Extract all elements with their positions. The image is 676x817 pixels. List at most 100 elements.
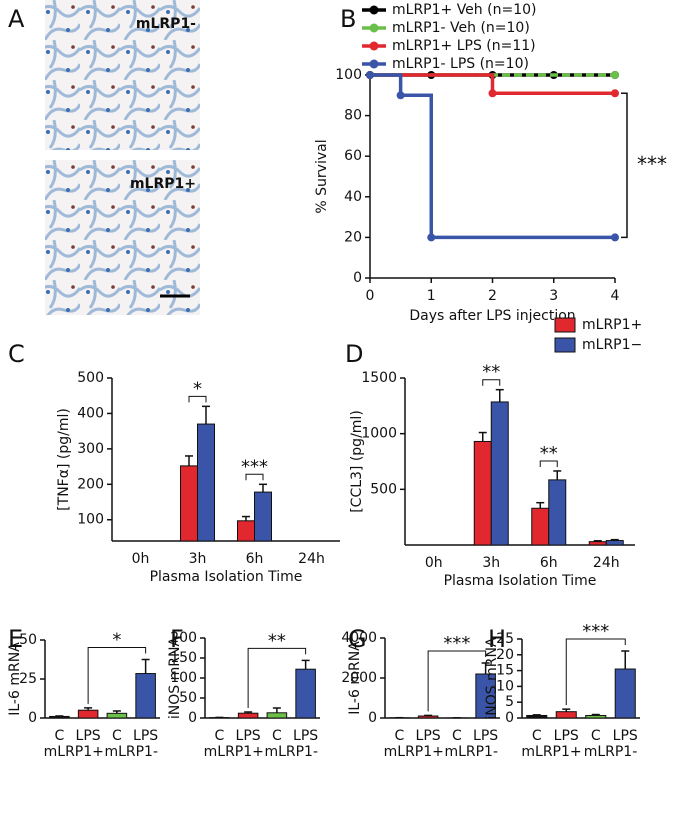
- x-tick-label: C: [452, 728, 462, 744]
- y-tick-label: 100: [335, 67, 362, 83]
- y-tick-label: 1500: [361, 370, 397, 386]
- y-tick-label: 50: [19, 632, 37, 648]
- bar: [417, 715, 439, 719]
- point: [427, 233, 436, 242]
- point: [366, 71, 374, 79]
- panel-letter: C: [8, 340, 25, 368]
- x-tick-label: 0: [366, 288, 375, 304]
- y-tick-label: 15: [496, 663, 514, 679]
- point: [611, 89, 619, 98]
- y-axis-label: [TNFα] (pg/ml): [56, 408, 72, 511]
- y-tick-label: 1000: [361, 426, 397, 442]
- bar: [588, 541, 607, 546]
- x-tick-label: 1: [427, 288, 436, 304]
- y-tick-label: 200: [170, 630, 197, 646]
- panel-letter: D: [345, 340, 363, 368]
- annotation: **: [540, 443, 558, 464]
- legend-marker: [369, 5, 379, 15]
- x-tick-label: 24h: [298, 551, 325, 567]
- group-label: mLRP1+: [521, 744, 581, 760]
- bar: [614, 668, 636, 719]
- x-tick-label: LPS: [76, 728, 101, 744]
- y-tick-label: 5: [505, 694, 514, 710]
- bar: [106, 712, 128, 719]
- y-axis-label: iNOS mRNA: [484, 637, 500, 720]
- y-tick-label: 20: [344, 229, 362, 245]
- y-tick-label: 200: [77, 476, 104, 492]
- legend-swatch: [554, 337, 576, 353]
- y-tick-label: 0: [368, 710, 377, 726]
- legend-swatch: [554, 317, 576, 333]
- x-tick-label: 6h: [540, 555, 558, 571]
- bar: [77, 709, 99, 719]
- x-axis-label: Plasma Isolation Time: [150, 569, 303, 585]
- x-tick-label: 0h: [425, 555, 443, 571]
- x-tick-label: 2: [488, 288, 497, 304]
- bar: [49, 715, 70, 719]
- annotation: **: [482, 362, 500, 383]
- x-tick-label: C: [214, 728, 224, 744]
- y-tick-label: 10: [496, 678, 514, 694]
- bar: [197, 423, 215, 542]
- legend-label: mLRP1−: [582, 337, 642, 353]
- group-label: mLRP1-: [264, 744, 318, 760]
- x-tick-label: 0h: [132, 551, 150, 567]
- bar: [490, 401, 509, 546]
- y-tick-label: 100: [170, 670, 197, 686]
- legend-label: mLRP1- Veh (n=10): [392, 20, 530, 36]
- panel-letter: E: [8, 625, 23, 653]
- x-tick-label: C: [532, 728, 542, 744]
- x-tick-label: C: [394, 728, 404, 744]
- bar: [473, 440, 492, 546]
- y-tick-label: 4000: [341, 630, 377, 646]
- x-tick-label: 3h: [189, 551, 207, 567]
- bar: [254, 491, 272, 542]
- x-tick-label: C: [112, 728, 122, 744]
- annotation: ***: [443, 633, 470, 654]
- x-tick-label: 4: [611, 288, 620, 304]
- x-tick-label: 3h: [482, 555, 500, 571]
- bar: [135, 673, 156, 719]
- x-tick-label: 6h: [246, 551, 264, 567]
- y-axis-label: [CCL3] (pg/ml): [349, 410, 365, 513]
- y-tick-label: 0: [505, 710, 514, 726]
- y-tick-label: 150: [170, 650, 197, 666]
- bracket: [539, 460, 558, 467]
- annotation: ***: [637, 152, 667, 176]
- legend-marker: [369, 23, 379, 33]
- y-tick-label: 60: [344, 148, 362, 164]
- panel-letter: A: [8, 5, 25, 33]
- bar: [237, 520, 255, 542]
- point: [611, 71, 619, 79]
- y-axis-label: iNOS mRNA: [167, 637, 183, 720]
- bracket: [245, 473, 264, 481]
- legend-label: mLRP1+ Veh (n=10): [392, 2, 536, 18]
- group-label: mLRP1-: [444, 744, 498, 760]
- y-axis-label: IL-6 mRNA: [347, 641, 363, 715]
- legend-marker: [369, 41, 379, 51]
- survival-line: [370, 73, 615, 240]
- bracket: [87, 647, 147, 704]
- y-tick-label: 500: [77, 370, 104, 386]
- x-tick-label: LPS: [613, 728, 638, 744]
- y-tick-label: 2000: [341, 670, 377, 686]
- x-tick-label: C: [272, 728, 282, 744]
- x-axis-label: Days after LPS injection: [409, 308, 575, 324]
- bar: [555, 711, 577, 719]
- x-tick-label: LPS: [133, 728, 158, 744]
- bar: [237, 712, 259, 719]
- annotation: *: [112, 630, 121, 651]
- x-tick-label: C: [591, 728, 601, 744]
- annotation: ***: [241, 456, 268, 477]
- survival-line: [370, 73, 615, 96]
- bar: [266, 712, 288, 719]
- legend-marker: [369, 59, 379, 69]
- bar: [605, 540, 624, 546]
- micrograph: [45, 160, 200, 315]
- y-axis-label: IL-6 mRNA: [7, 642, 23, 716]
- x-tick-label: LPS: [554, 728, 579, 744]
- y-tick-label: 0: [353, 270, 362, 286]
- bracket: [565, 638, 626, 706]
- bar: [531, 507, 550, 546]
